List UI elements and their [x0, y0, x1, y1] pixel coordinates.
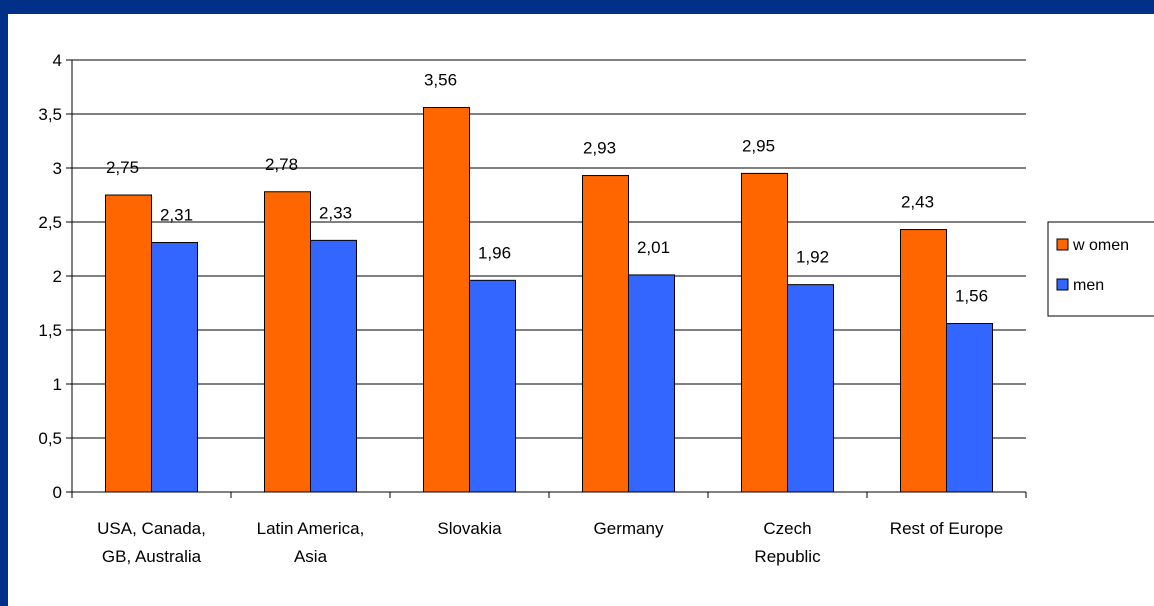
bar-chart: 0 0,5 1 1,5 2 2,5 3 3,5 4 2,75 2,31 USA, Canada, GB,…: [38, 51, 1154, 566]
category-label: Latin America,: [257, 519, 365, 538]
data-label: 3,56: [424, 71, 457, 90]
labels: 0 0,5 1 1,5 2 2,5 3 3,5 4 2,75 2,31 USA, Canada, GB,…: [38, 51, 1003, 566]
legend-swatch: [1056, 238, 1069, 251]
data-label: 2,95: [742, 136, 775, 155]
bar-women: [423, 107, 470, 493]
chart-panel: 0 0,5 1 1,5 2 2,5 3 3,5 4 2,75 2,31 USA, Canada, GB,…: [8, 14, 1154, 606]
category-label: GB, Australia: [102, 547, 202, 566]
bars: [105, 107, 993, 493]
bar-men: [946, 323, 993, 493]
bar-women: [900, 229, 947, 493]
data-label: 1,56: [955, 287, 988, 306]
category-label: Slovakia: [437, 519, 502, 538]
gridlines: [72, 59, 1026, 439]
y-tick-label: 3,5: [38, 105, 62, 124]
y-tick-label: 3: [53, 159, 62, 178]
y-tick-label: 0: [53, 483, 62, 502]
legend-box: [1047, 221, 1154, 317]
y-tick-label: 1: [53, 375, 62, 394]
y-tick-label: 1,5: [38, 321, 62, 340]
legend-label: w omen: [1072, 237, 1129, 254]
category-label: Republic: [754, 547, 821, 566]
bar-women: [741, 172, 788, 493]
data-label: 2,93: [583, 139, 616, 158]
category-label: Asia: [294, 547, 328, 566]
data-label: 1,92: [796, 248, 829, 267]
bar-men: [469, 279, 516, 493]
data-label: 2,01: [637, 238, 670, 257]
bar-men: [310, 239, 357, 493]
bar-women: [582, 175, 629, 493]
bar-men: [787, 284, 834, 493]
bar-women: [264, 191, 311, 493]
category-label: Germany: [594, 519, 664, 538]
y-tick-label: 2,5: [38, 213, 62, 232]
bar-men: [628, 274, 675, 493]
legend-label: men: [1073, 277, 1104, 294]
category-label: Czech: [763, 519, 811, 538]
data-label: 2,43: [901, 193, 934, 212]
data-label: 2,33: [319, 203, 352, 222]
legend: w omen men: [1047, 221, 1154, 317]
y-tick-label: 2: [53, 267, 62, 286]
data-label: 2,75: [106, 158, 139, 177]
data-label: 1,96: [478, 243, 511, 262]
data-label: 2,78: [265, 155, 298, 174]
category-label: Rest of Europe: [890, 519, 1003, 538]
y-tick-label: 0,5: [38, 429, 62, 448]
y-tick-label: 4: [53, 51, 62, 70]
axes: [66, 59, 1027, 498]
bar-women: [105, 194, 152, 493]
category-label: USA, Canada,: [97, 519, 206, 538]
legend-swatch: [1056, 278, 1069, 291]
bar-men: [151, 242, 198, 493]
data-label: 2,31: [160, 206, 193, 225]
